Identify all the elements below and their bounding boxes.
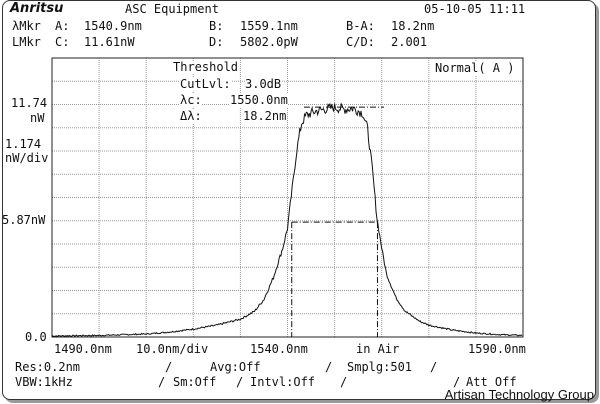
separator: /: [236, 375, 244, 389]
sampling: Smplg:501: [347, 360, 413, 374]
attenuator: Att Off: [466, 375, 517, 389]
center-wl-value: 1550.0nm: [230, 93, 288, 107]
brand-logo: Anritsu: [10, 1, 64, 16]
marker-c-value: 11.61nW: [84, 35, 135, 49]
x-center-label: 1540.0nm: [250, 342, 308, 356]
bandwidth-value: 18.2nm: [243, 109, 287, 123]
marker-d-label: D:: [209, 35, 224, 49]
marker-b-label: B:: [209, 19, 224, 33]
interval: Intvl:Off: [250, 375, 316, 389]
center-wl-label: λc:: [180, 93, 202, 107]
threshold-title: Threshold: [173, 60, 239, 74]
marker-b-value: 1559.1nm: [240, 19, 298, 33]
x-div-label: 10.0nm/div: [136, 342, 209, 356]
separator: /: [340, 375, 348, 389]
marker-a-value: 1540.9nm: [84, 19, 142, 33]
marker-cd-label: C/D:: [346, 35, 375, 49]
smoothing: Sm:Off: [173, 375, 217, 389]
y-mid-label: 5.87nW: [2, 213, 46, 227]
marker-d-value: 5802.0pW: [240, 35, 298, 49]
separator: /: [158, 375, 166, 389]
marker-a-label: A:: [55, 19, 70, 33]
marker-c-label: C:: [55, 35, 70, 49]
y-scale-unit: nW/div: [5, 151, 49, 165]
separator: /: [325, 360, 333, 374]
screen-title: ASC Equipment: [125, 2, 219, 16]
separator: /: [165, 360, 173, 374]
x-start-label: 1490.0nm: [54, 342, 112, 356]
y-bottom-label: 0.0: [25, 330, 47, 344]
trace-a: [51, 102, 523, 338]
bandwidth-label: Δλ:: [180, 109, 202, 123]
average: Avg:Off: [210, 360, 261, 374]
lvl-marker-label: LMkr: [12, 35, 41, 49]
y-top-unit: nW: [30, 111, 45, 125]
wl-marker-label: λMkr: [12, 19, 41, 33]
datetime: 05-10-05 11:11: [424, 2, 526, 16]
marker-ba-label: B-A:: [346, 19, 375, 33]
x-stop-label: 1590.0nm: [468, 342, 526, 356]
vbw: VBW:1kHz: [15, 375, 73, 389]
y-scale-label: 1.174: [5, 137, 42, 151]
resolution: Res:0.2nm: [15, 360, 81, 374]
separator: /: [453, 375, 461, 389]
trace-mode: Normal( A ): [435, 61, 515, 75]
marker-cd-value: 2.001: [391, 35, 428, 49]
plot-border: [51, 57, 524, 338]
marker-ba-value: 18.2nm: [391, 19, 435, 33]
medium-label: in Air: [356, 342, 400, 356]
separator: /: [430, 360, 438, 374]
cutlvl-label: CutLvl:: [180, 77, 231, 91]
cutlvl-value: 3.0dB: [245, 77, 282, 91]
y-top-label: 11.74: [11, 96, 48, 110]
watermark: Artisan Technology Group: [444, 387, 594, 402]
